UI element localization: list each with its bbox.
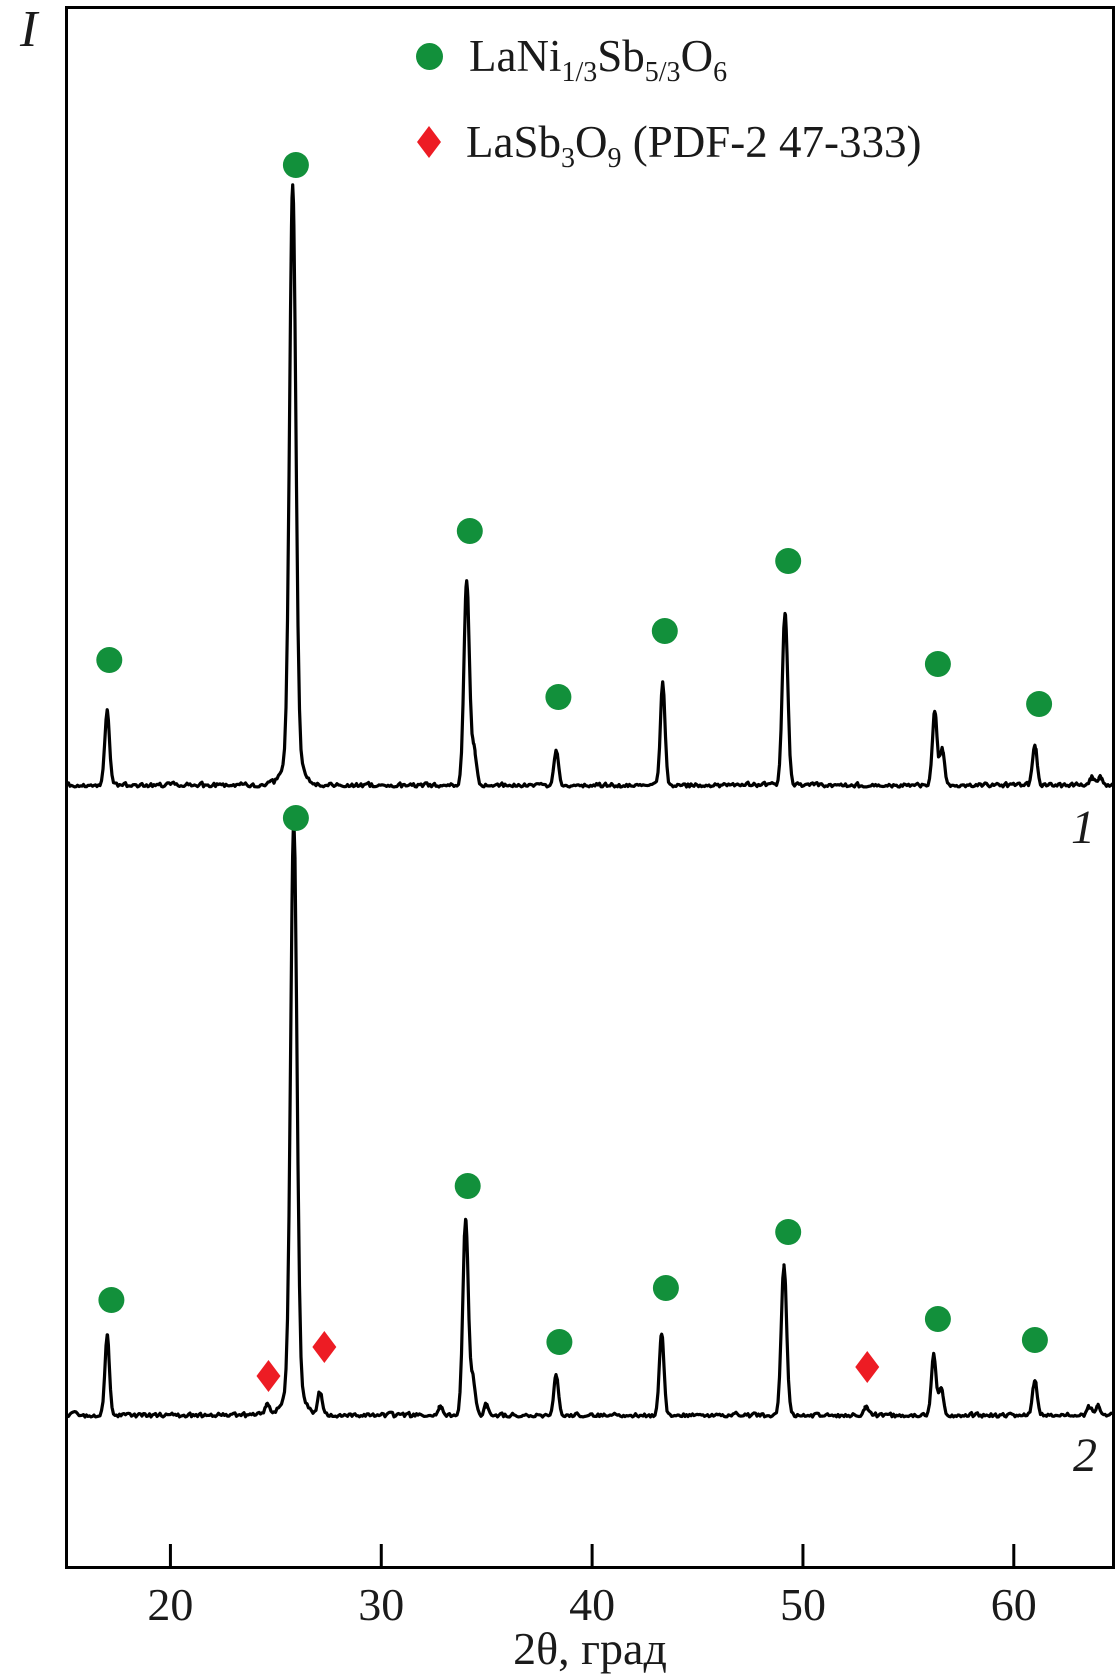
phase1-marker-circle <box>546 1329 573 1355</box>
phase1-circle-icon <box>416 42 443 70</box>
phase2-marker-diamond <box>256 1360 281 1392</box>
phase1-marker-circle <box>652 1275 679 1301</box>
phase2-marker-diamond <box>855 1351 880 1383</box>
xrd-trace-1 <box>65 183 1115 789</box>
legend-label-phase2: LaSb3O9 (PDF-2 47-333) <box>466 117 922 174</box>
x-tick-label-50: 50 <box>779 1579 826 1630</box>
phase1-marker-circle <box>98 1287 125 1313</box>
xrd-trace-2 <box>65 815 1115 1419</box>
x-tick-label-60: 60 <box>990 1579 1037 1630</box>
phase1-marker-circle <box>775 1219 802 1245</box>
phase1-marker-circle <box>1026 691 1053 717</box>
y-axis-label: I <box>20 1 38 58</box>
phase2-marker-diamond <box>312 1331 337 1363</box>
phase2-diamond-icon <box>417 126 441 158</box>
x-tick-label-30: 30 <box>358 1579 405 1630</box>
phase1-marker-circle <box>924 651 951 677</box>
phase1-marker-circle <box>96 647 123 673</box>
series1-label: 1 <box>1071 801 1095 854</box>
phase1-marker-circle <box>282 805 309 831</box>
series2-label: 2 <box>1073 1429 1097 1482</box>
x-tick-label-20: 20 <box>147 1579 194 1630</box>
x-axis-label: 2θ, град <box>513 1623 667 1674</box>
phase1-marker-circle <box>651 618 678 644</box>
legend-label-phase1: LaNi1/3Sb5/3O6 <box>469 31 728 88</box>
phase1-marker-circle <box>775 548 802 574</box>
legend-item-phase1: LaNi1/3Sb5/3O6 <box>416 30 922 88</box>
plot-border <box>65 6 1115 1569</box>
x-tick-label-40: 40 <box>569 1579 616 1630</box>
legend-item-phase2: LaSb3O9 (PDF-2 47-333) <box>416 116 922 174</box>
phase1-marker-circle <box>1021 1327 1048 1353</box>
phase1-marker-circle <box>545 684 572 710</box>
phase1-marker-circle <box>282 152 309 178</box>
phase1-marker-circle <box>924 1306 951 1332</box>
phase1-marker-circle <box>456 518 483 544</box>
phase1-marker-circle <box>454 1173 481 1199</box>
legend: LaNi1/3Sb5/3O6 LaSb3O9 (PDF-2 47-333) <box>416 30 922 174</box>
